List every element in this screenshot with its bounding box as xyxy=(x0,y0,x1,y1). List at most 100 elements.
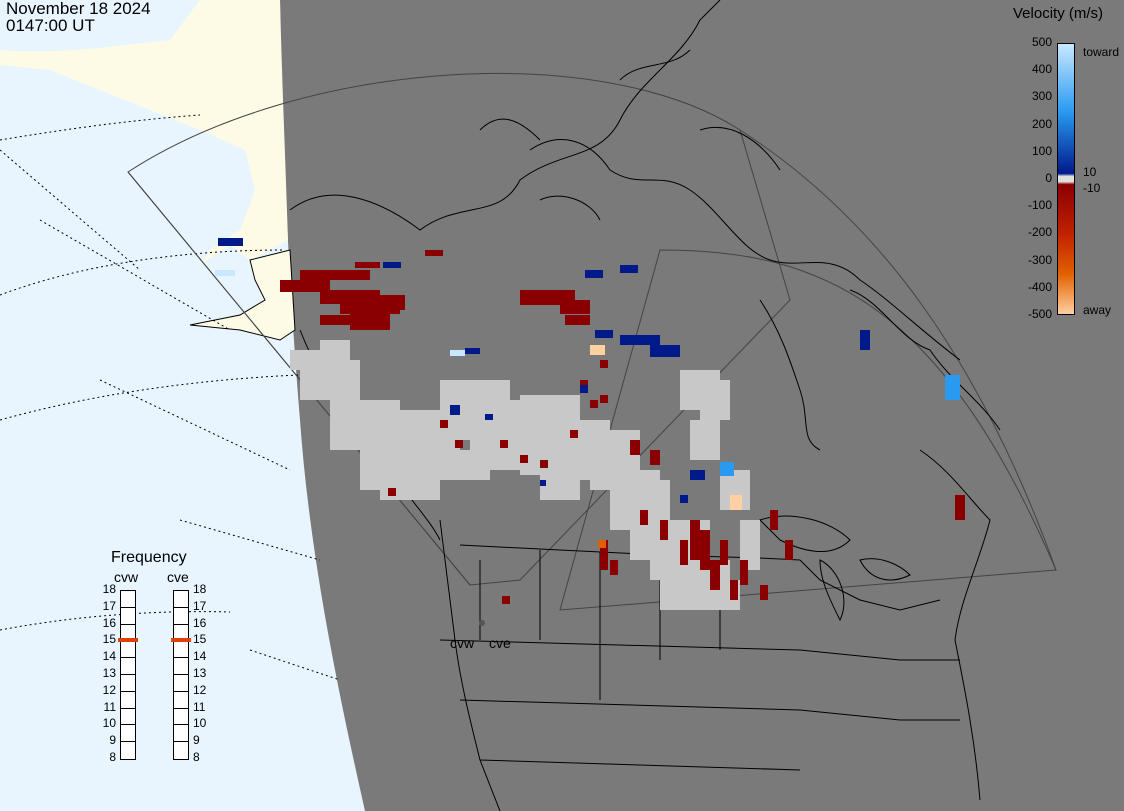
frequency-tick-label: 17 xyxy=(102,598,116,613)
cve-frequency-scale xyxy=(173,590,189,760)
frequency-tick-label: 11 xyxy=(103,699,116,714)
graticule xyxy=(0,114,341,681)
away-cell xyxy=(600,540,608,570)
frequency-gridline xyxy=(120,623,136,625)
frequency-title: Frequency xyxy=(111,549,187,566)
away-cell xyxy=(660,520,668,540)
away-cell xyxy=(560,300,590,314)
toward-cell xyxy=(945,375,960,400)
frequency-tick-label: 14 xyxy=(193,649,207,664)
toward-cell xyxy=(450,405,460,415)
colorbar-tick-label: -200 xyxy=(1027,225,1052,240)
frequency-tick-label: 12 xyxy=(102,682,116,697)
away-cell xyxy=(598,540,606,548)
away-cell xyxy=(730,580,738,600)
cvw-site-label: cvw xyxy=(450,635,475,651)
frequency-tick-label: 15 xyxy=(102,632,116,647)
away-cell xyxy=(280,280,330,292)
away-cell xyxy=(355,262,380,268)
frequency-tick-label: 15 xyxy=(193,632,207,647)
frequency-gridline xyxy=(173,623,189,625)
away-cell xyxy=(760,585,768,600)
toward-cell xyxy=(720,462,734,476)
away-cell xyxy=(650,450,660,465)
away-cell xyxy=(502,596,510,604)
cvw-frequency-scale xyxy=(120,590,136,760)
frequency-tick-label: 13 xyxy=(193,666,207,680)
away-cell xyxy=(630,440,640,455)
toward-cell xyxy=(218,238,243,246)
away-cell xyxy=(785,540,793,560)
away-cell xyxy=(590,400,598,408)
colorbar-away-label: away xyxy=(1083,303,1112,317)
away-cell xyxy=(720,540,728,565)
colorbar-tick-label: 0 xyxy=(1045,171,1052,185)
frequency-indicator xyxy=(118,638,138,643)
frequency-gridline xyxy=(120,606,136,608)
colorbar-tick-label: -100 xyxy=(1027,198,1052,213)
frequency-gridline xyxy=(120,657,136,659)
frequency-tick-label: 10 xyxy=(193,716,207,731)
frequency-gridline xyxy=(120,707,136,709)
away-cell xyxy=(740,560,748,585)
velocity-colorbar xyxy=(1057,43,1075,315)
frequency-gridline xyxy=(173,690,189,692)
frequency-tick-label: 13 xyxy=(102,666,116,680)
colorbar-tick-label: 400 xyxy=(1031,62,1052,77)
frequency-tick-label: 8 xyxy=(109,750,116,764)
ground-scatter-cell xyxy=(660,580,740,610)
colorbar-tick-label: 300 xyxy=(1031,89,1052,104)
ground-scatter-cell xyxy=(540,470,580,500)
frequency-tick-label: 9 xyxy=(109,733,116,748)
frequency-gridline xyxy=(173,674,189,675)
frequency-tick-label: 9 xyxy=(193,733,200,748)
away-cell xyxy=(500,440,508,448)
colorbar-small-tick-label: 10 xyxy=(1083,165,1097,179)
away-cell xyxy=(680,540,688,565)
colorbar-tick-label: 200 xyxy=(1031,116,1052,131)
away-cell xyxy=(590,345,605,355)
ground-scatter-cell xyxy=(440,450,490,480)
toward-cell xyxy=(383,262,401,268)
away-cell xyxy=(690,520,700,560)
cve-frequency-label: cve xyxy=(167,569,189,585)
velocity-cells xyxy=(215,238,965,610)
colorbar-tick-label: -300 xyxy=(1027,252,1052,267)
ground-scatter-cell xyxy=(590,460,620,490)
away-cell xyxy=(320,315,360,325)
date-title: November 18 2024 xyxy=(6,0,151,18)
ground-scatter-cell xyxy=(740,520,760,570)
toward-cell xyxy=(595,330,613,338)
alaska-landmass xyxy=(0,0,288,265)
frequency-tick-label: 14 xyxy=(102,649,116,664)
ground-scatter-cell xyxy=(690,420,720,460)
away-cell xyxy=(955,495,965,520)
away-cell xyxy=(388,488,396,496)
ground-scatter-cell xyxy=(320,340,350,360)
frequency-gridline xyxy=(173,657,189,659)
colorbar-tick-label: -500 xyxy=(1027,307,1052,321)
toward-cell xyxy=(540,480,546,486)
away-cell xyxy=(455,440,463,448)
colorbar-toward-label: toward xyxy=(1083,45,1120,59)
frequency-indicator xyxy=(171,638,191,643)
frequency-gridline xyxy=(120,674,136,675)
toward-cell xyxy=(650,345,680,357)
frequency-gridline xyxy=(120,690,136,692)
colorbar-tick-label: -400 xyxy=(1027,279,1052,294)
away-cell xyxy=(425,250,443,256)
away-cell xyxy=(540,460,548,468)
colorbar-tick-label: 100 xyxy=(1031,143,1052,158)
away-cell xyxy=(520,455,528,463)
frequency-tick-label: 18 xyxy=(102,582,116,596)
away-cell xyxy=(700,530,710,570)
ground-scatter-cell xyxy=(680,370,720,410)
away-cell xyxy=(440,420,448,428)
away-cell xyxy=(770,510,778,530)
toward-cell xyxy=(450,350,465,356)
away-cell xyxy=(600,360,608,368)
away-cell xyxy=(610,560,618,575)
cvw-frequency-label: cvw xyxy=(114,569,139,585)
time-title: 0147:00 UT xyxy=(6,16,95,35)
